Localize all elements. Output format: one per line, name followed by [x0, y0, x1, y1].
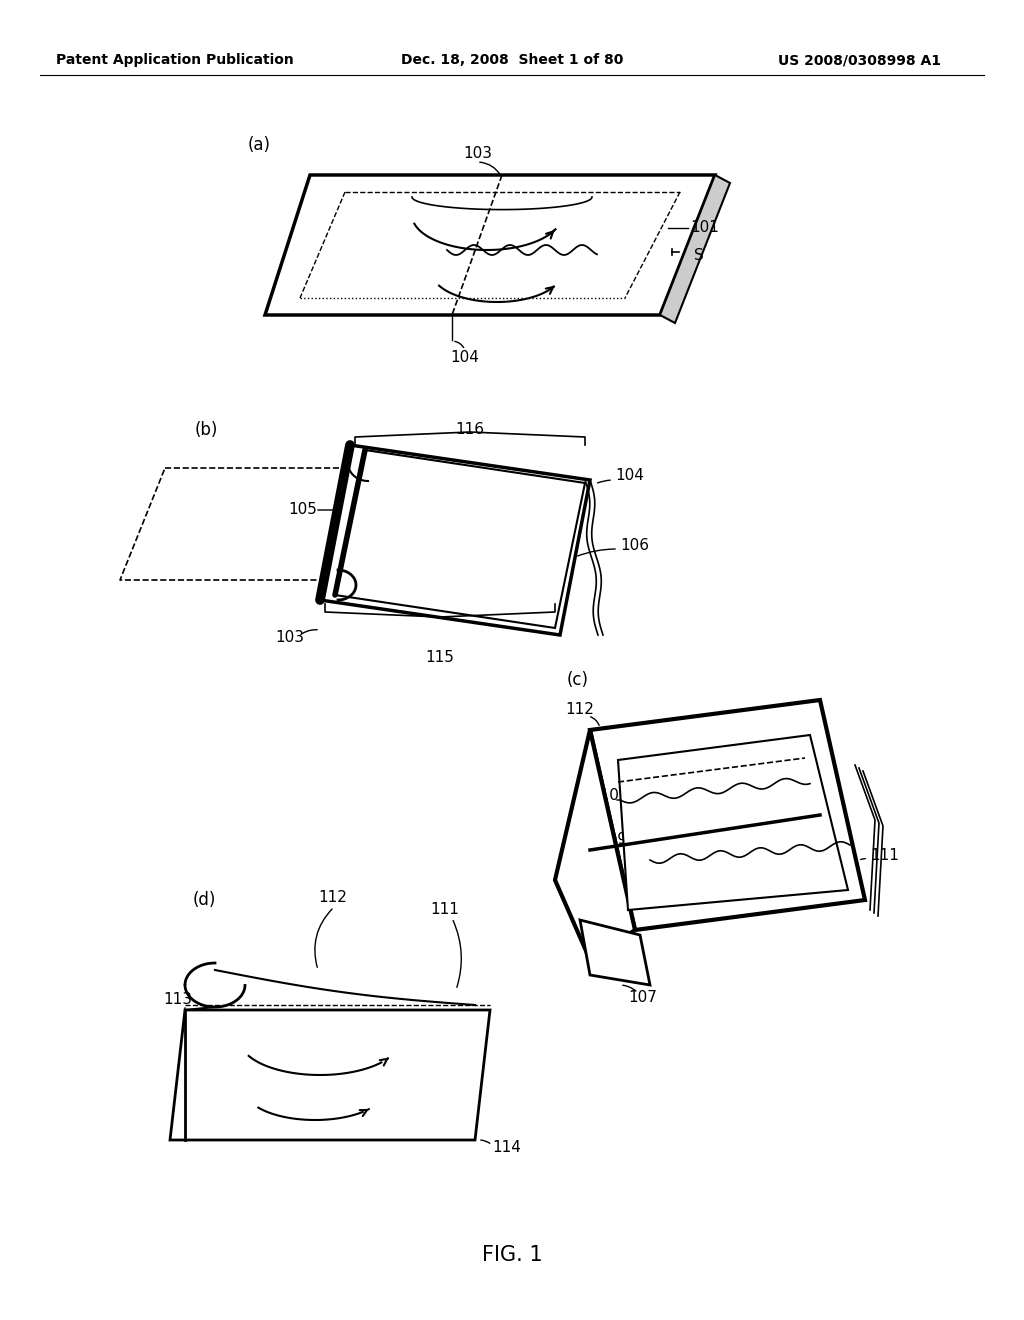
- Text: 110: 110: [590, 788, 618, 803]
- Polygon shape: [580, 920, 650, 985]
- Text: 103: 103: [275, 631, 304, 645]
- Text: 104: 104: [615, 469, 644, 483]
- Polygon shape: [618, 735, 848, 909]
- Text: 111: 111: [430, 903, 459, 917]
- Text: FIG. 1: FIG. 1: [481, 1245, 543, 1265]
- Polygon shape: [170, 1010, 490, 1140]
- Text: (a): (a): [248, 136, 271, 154]
- Text: Dec. 18, 2008  Sheet 1 of 80: Dec. 18, 2008 Sheet 1 of 80: [400, 53, 624, 67]
- Text: (b): (b): [195, 421, 218, 440]
- Text: US 2008/0308998 A1: US 2008/0308998 A1: [778, 53, 941, 67]
- Text: S: S: [694, 248, 703, 263]
- Text: 107: 107: [628, 990, 656, 1006]
- Text: 101: 101: [690, 220, 719, 235]
- Polygon shape: [660, 176, 730, 323]
- Text: 115: 115: [426, 651, 455, 665]
- Text: 103: 103: [463, 145, 492, 161]
- Polygon shape: [335, 450, 585, 628]
- Polygon shape: [319, 445, 590, 635]
- Text: 104: 104: [451, 351, 479, 366]
- Text: 114: 114: [492, 1140, 521, 1155]
- Text: 109: 109: [598, 833, 627, 847]
- Text: Patent Application Publication: Patent Application Publication: [56, 53, 294, 67]
- Text: 112: 112: [565, 702, 594, 718]
- Text: (c): (c): [567, 671, 589, 689]
- Polygon shape: [265, 176, 715, 315]
- Text: 105: 105: [288, 503, 316, 517]
- Polygon shape: [555, 730, 635, 960]
- Text: 112: 112: [318, 891, 347, 906]
- Polygon shape: [590, 700, 865, 931]
- Text: 108: 108: [700, 847, 729, 862]
- Text: 111: 111: [870, 847, 899, 862]
- Text: (d): (d): [193, 891, 216, 909]
- Text: 116: 116: [456, 422, 484, 437]
- Text: 113: 113: [163, 993, 193, 1007]
- Text: 106: 106: [620, 537, 649, 553]
